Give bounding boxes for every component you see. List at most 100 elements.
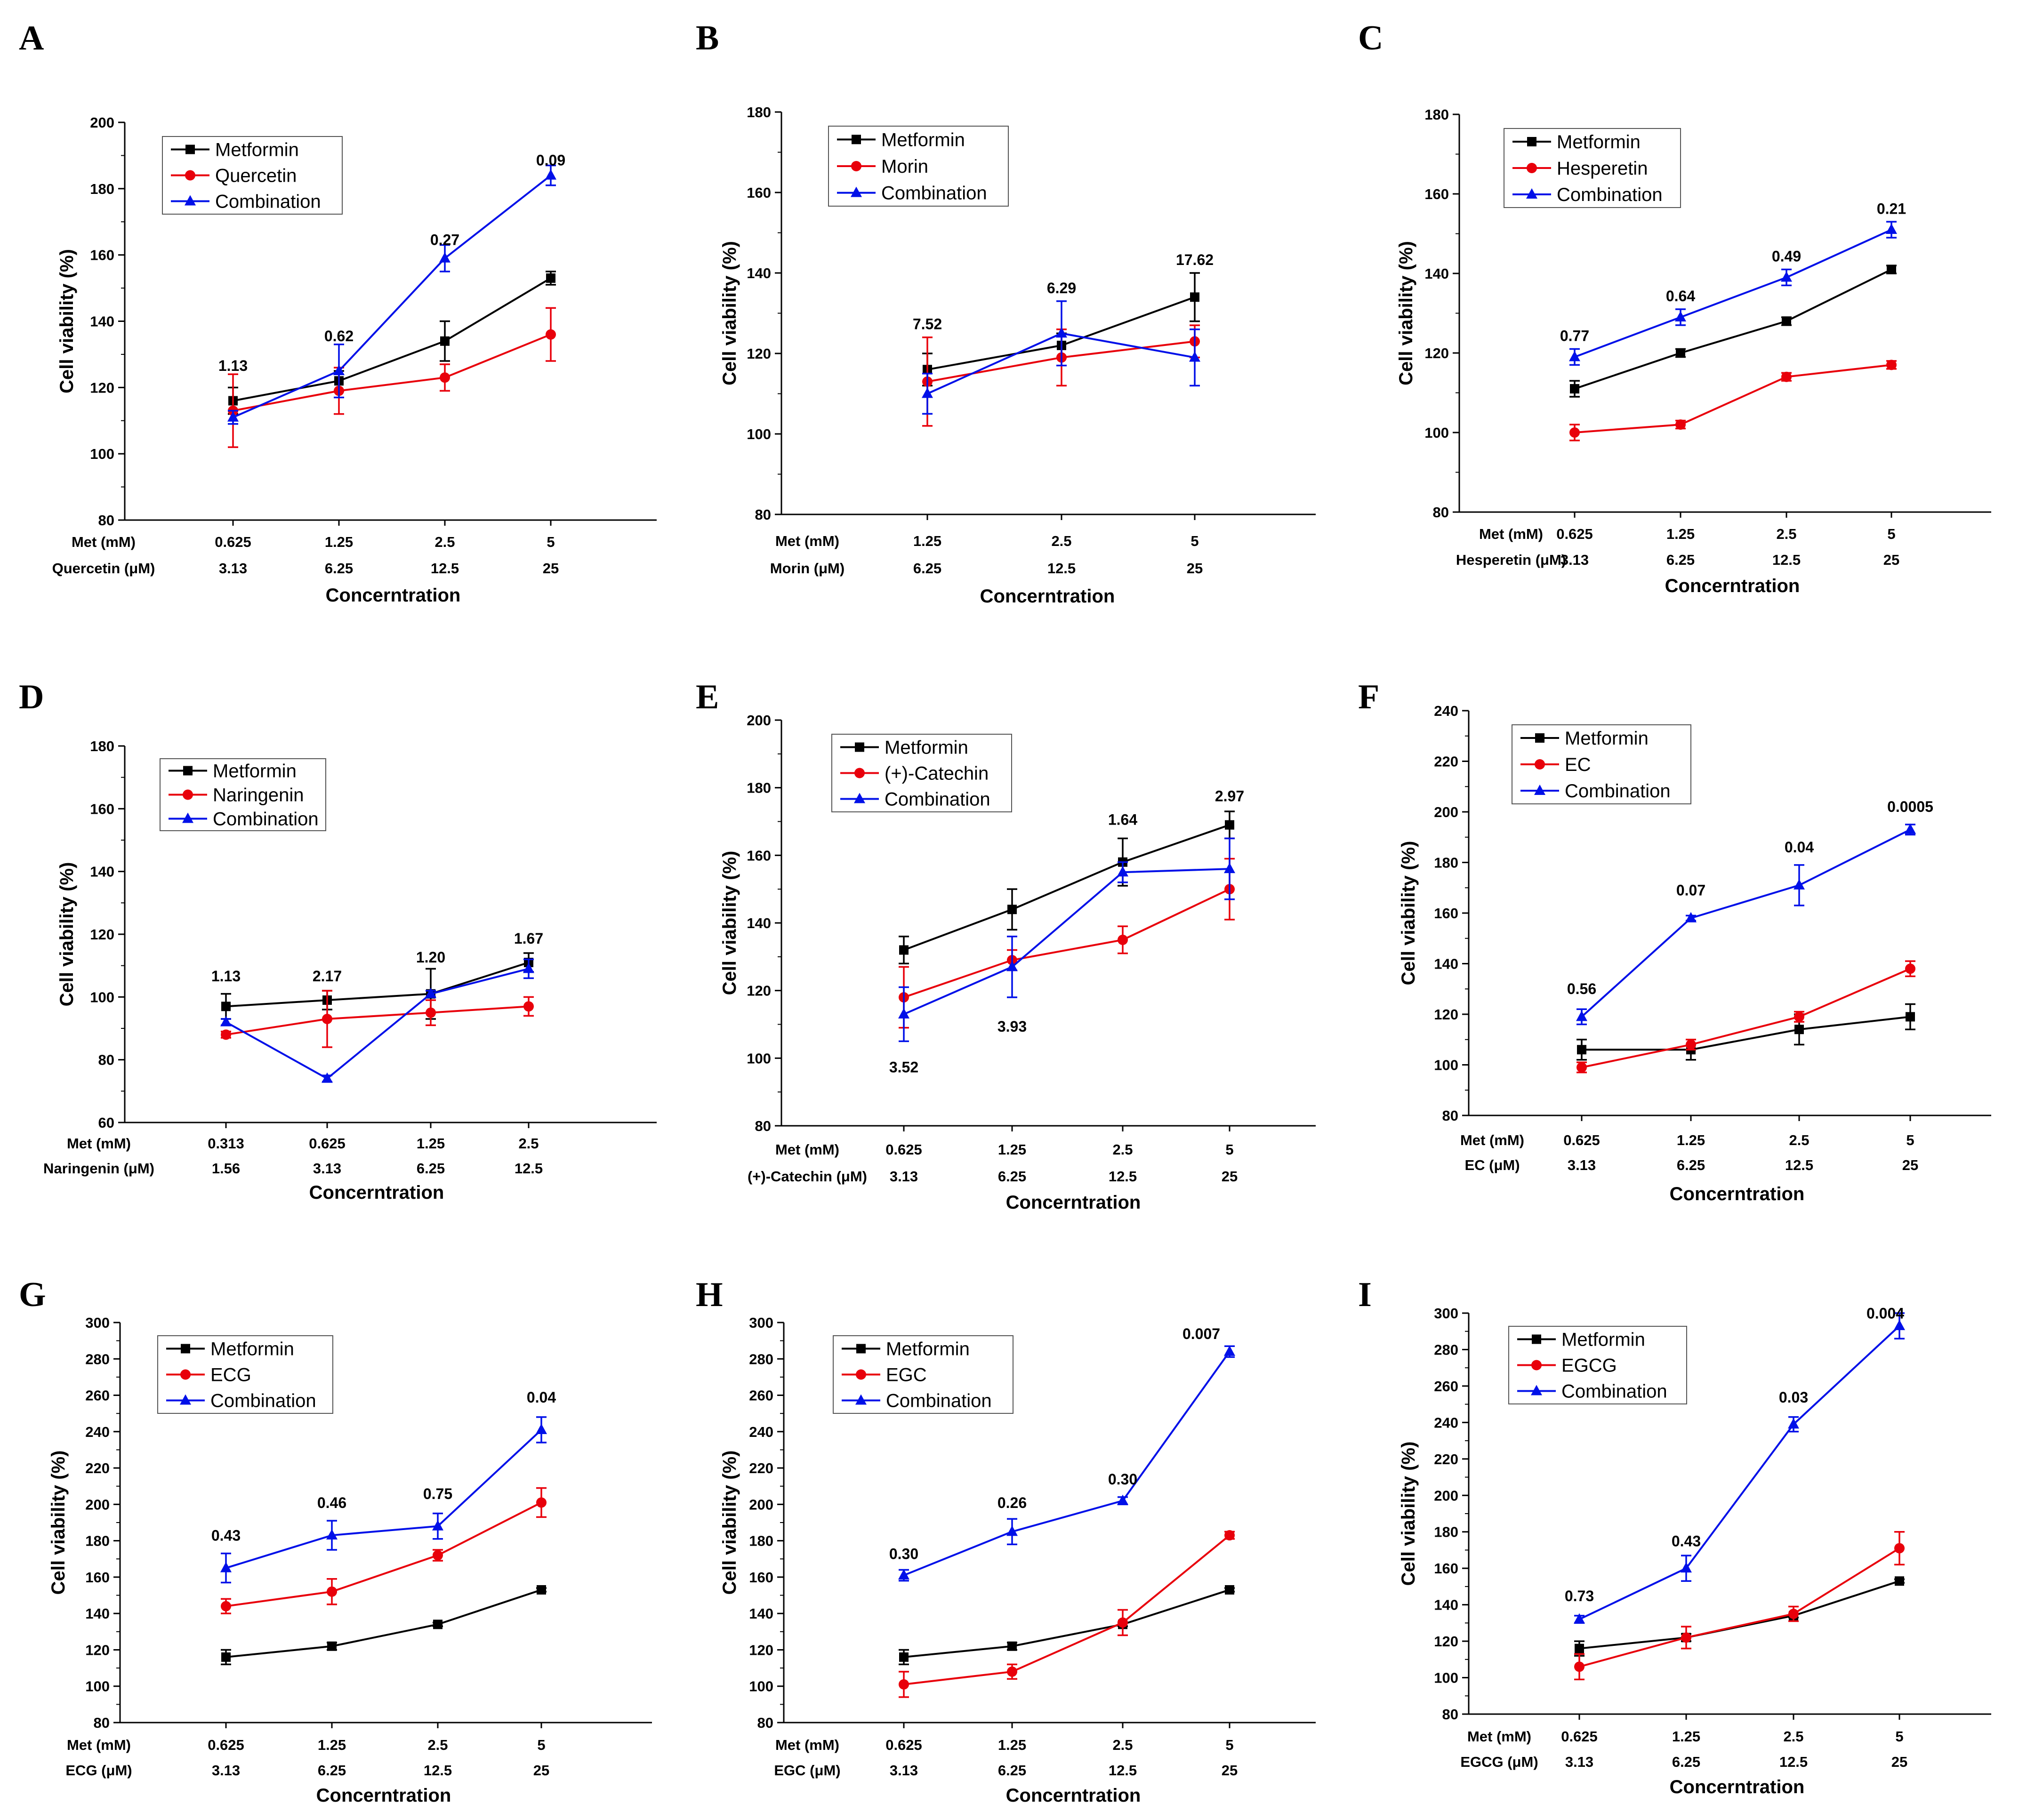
x-row2-tick-label: 1.56 xyxy=(212,1160,240,1177)
data-point-circle xyxy=(1905,963,1915,974)
x-row2-name: EGC (μM) xyxy=(774,1762,840,1779)
x-row2-tick-label: 25 xyxy=(1883,552,1899,568)
y-tick-label: 140 xyxy=(1424,265,1449,282)
legend-marker xyxy=(181,1344,190,1354)
x-row2-name: EC (μM) xyxy=(1464,1157,1520,1173)
x-row1-name: Met (mM) xyxy=(67,1737,131,1753)
legend-marker xyxy=(852,135,861,144)
y-tick-label: 120 xyxy=(90,379,114,396)
y-axis-title: Cell viability (%) xyxy=(48,1451,69,1595)
data-point-triangle xyxy=(536,1423,547,1434)
series-combination xyxy=(220,958,534,1083)
x-row1-tick-label: 2.5 xyxy=(1051,533,1071,549)
legend: Metformin Quercetin Combination xyxy=(162,136,343,215)
y-tick-label: 60 xyxy=(98,1114,114,1131)
annotation-label: 0.26 xyxy=(997,1494,1027,1511)
x-row2-tick-label: 6.25 xyxy=(417,1160,445,1177)
series-line xyxy=(903,1351,1231,1576)
annotation-label: 1.67 xyxy=(514,930,543,947)
legend: Metformin Naringenin Combination xyxy=(160,758,326,831)
y-tick-label: 300 xyxy=(749,1315,773,1331)
series-line xyxy=(233,175,552,418)
series-line xyxy=(903,888,1230,998)
legend-entry: EC xyxy=(1565,754,1591,775)
y-tick-label: 80 xyxy=(1442,1706,1458,1723)
data-point-triangle xyxy=(523,962,534,973)
y-tick-label: 200 xyxy=(1434,804,1458,820)
data-point-square xyxy=(1575,1644,1584,1653)
panel-letter: I xyxy=(1358,1275,1372,1314)
series-naringenin xyxy=(221,990,534,1048)
legend: Metformin (+)-Catechin Combination xyxy=(831,734,1012,812)
legend-marker xyxy=(851,161,861,171)
data-point-circle xyxy=(1686,1039,1696,1050)
data-point-triangle xyxy=(1675,311,1686,321)
legend-entry: Metformin xyxy=(215,140,299,160)
data-point-square xyxy=(1577,1045,1586,1055)
x-row1-name: Met (mM) xyxy=(775,533,839,549)
y-axis-title: Cell viability (%) xyxy=(719,1451,740,1595)
x-row2-name: EGCG (μM) xyxy=(1460,1754,1538,1770)
x-row2-tick-label: 12.5 xyxy=(1047,560,1076,577)
series-line xyxy=(1581,968,1911,1068)
annotation-label: 1.13 xyxy=(211,968,241,985)
data-point-triangle xyxy=(1788,1418,1799,1429)
legend-marker xyxy=(1535,733,1544,743)
annotation-label: 1.13 xyxy=(218,357,248,374)
annotation-label: 0.56 xyxy=(1567,980,1596,997)
series-quercetin xyxy=(228,307,556,448)
x-row1-tick-label: 0.313 xyxy=(208,1135,244,1152)
series-metformin xyxy=(1574,1576,1905,1657)
panel-g: G 80 100 120 140 160 180 200 220 240 260 280 300 Cell… xyxy=(19,1275,652,1806)
y-tick-label: 300 xyxy=(85,1315,110,1331)
legend: Metformin EC Combination xyxy=(1512,724,1691,804)
series-line xyxy=(1574,268,1892,390)
legend-marker xyxy=(851,186,862,197)
annotation-label: 0.04 xyxy=(527,1389,556,1406)
y-tick-label: 220 xyxy=(1434,754,1458,770)
x-row1-tick-label: 0.625 xyxy=(215,534,251,550)
x-row1-name: Met (mM) xyxy=(775,1737,839,1753)
y-axis-title: Cell viability (%) xyxy=(719,241,740,385)
x-row2-tick-label: 12.5 xyxy=(1779,1754,1808,1770)
y-tick-label: 160 xyxy=(85,1569,110,1586)
y-tick-label: 160 xyxy=(747,847,771,864)
data-point-square xyxy=(1906,1012,1915,1022)
y-tick-label: 260 xyxy=(85,1387,110,1404)
data-point-triangle xyxy=(1576,1010,1587,1021)
data-point-square xyxy=(433,1620,442,1629)
panel-e: E 80 100 120 140 160 180 200 Cell viability (%) M… xyxy=(696,678,1316,1213)
x-row2-tick-label: 3.13 xyxy=(212,1762,240,1779)
series-metformin xyxy=(899,810,1235,964)
data-point-triangle xyxy=(425,987,436,998)
x-axis-title: Concerntration xyxy=(316,1785,451,1806)
legend: Metformin EGCG Combination xyxy=(1508,1326,1687,1404)
y-tick-label: 240 xyxy=(85,1424,110,1440)
y-tick-label: 80 xyxy=(1433,504,1449,521)
annotation-label: 0.07 xyxy=(1676,882,1705,898)
y-tick-label: 220 xyxy=(85,1460,110,1476)
data-point-circle xyxy=(327,1586,337,1597)
y-tick-label: 180 xyxy=(747,780,771,796)
data-point-circle xyxy=(1681,1632,1691,1643)
x-row1-tick-label: 5 xyxy=(1887,526,1895,542)
y-tick-label: 120 xyxy=(1434,1006,1458,1023)
y-tick-label: 100 xyxy=(747,1050,771,1066)
series-line xyxy=(1579,1325,1900,1620)
y-tick-label: 160 xyxy=(749,1569,773,1586)
data-point-circle xyxy=(1794,1011,1804,1022)
annotation-label: 0.43 xyxy=(211,1527,241,1544)
data-point-triangle xyxy=(432,1520,443,1531)
data-point-triangle xyxy=(898,1569,909,1580)
series-ecg xyxy=(221,1487,547,1614)
series-egc xyxy=(899,1530,1235,1698)
x-row2-tick-label: 25 xyxy=(1902,1157,1918,1173)
y-tick-label: 80 xyxy=(98,512,114,529)
x-row2-tick-label: 6.25 xyxy=(913,560,941,577)
x-row1-tick-label: 2.5 xyxy=(1789,1132,1809,1148)
annotation-label: 0.77 xyxy=(1560,328,1589,345)
x-row1-tick-label: 5 xyxy=(1906,1132,1914,1148)
data-point-triangle xyxy=(1189,351,1200,362)
x-row2-tick-label: 12.5 xyxy=(1785,1157,1813,1173)
x-row1-tick-label: 1.25 xyxy=(1672,1728,1700,1745)
